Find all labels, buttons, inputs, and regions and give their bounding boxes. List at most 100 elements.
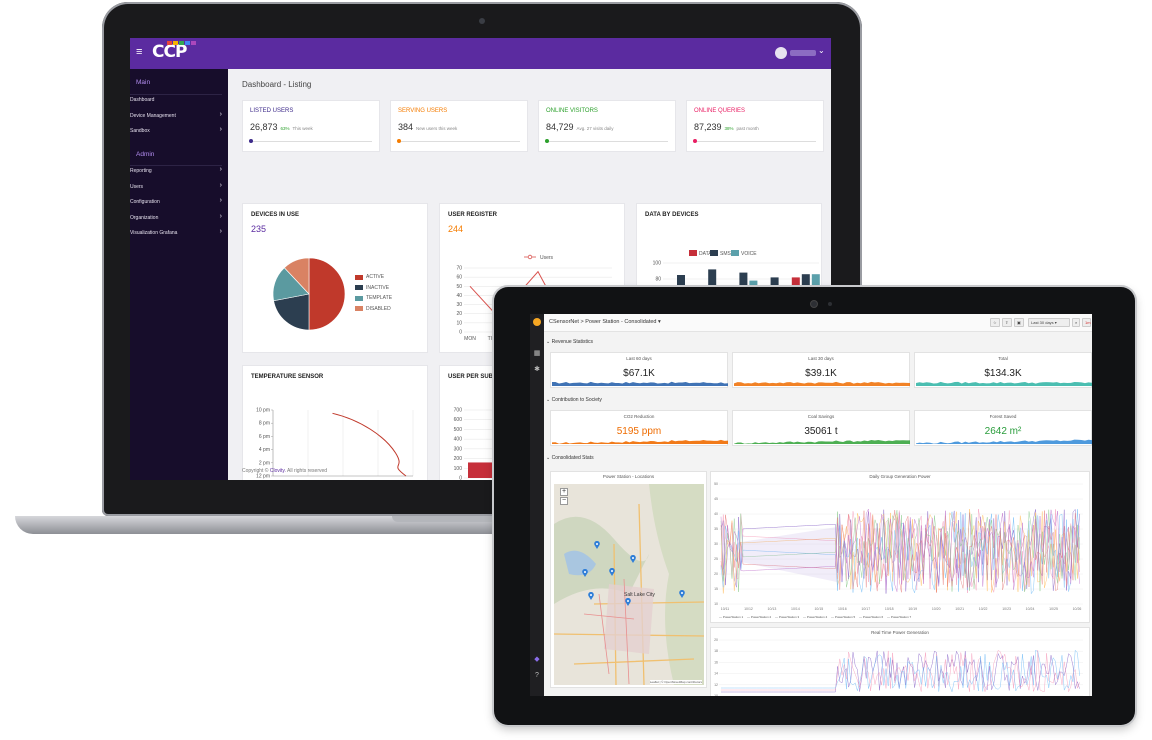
pin-shape — [679, 589, 685, 598]
sidebar-item-visualization-grafana[interactable]: Visualization Grafana › — [130, 228, 222, 236]
map-pin-icon[interactable] — [582, 564, 588, 577]
ccp-logo[interactable]: CCP — [152, 42, 187, 62]
temperature-sensor-card: TEMPERATURE SENSOR 10 pm 8 pm 6 pm 4 pm 2 pm… — [242, 365, 428, 480]
footer-company-link[interactable]: Clovity. — [269, 468, 286, 474]
pie-slice-active — [308, 257, 346, 331]
logo-dot — [185, 41, 190, 45]
laptop-camera — [479, 18, 485, 24]
kpi-value: 87,239 38% past month — [694, 122, 759, 132]
y-tick-label: 60 — [456, 275, 462, 281]
kpi-number: 384 — [398, 122, 414, 132]
sidebar: Main Dashboard Device Management › Sandbox ›… — [130, 69, 228, 480]
chevron-right-icon: › — [219, 126, 222, 133]
sidebar-item-device-management[interactable]: Device Management › — [130, 111, 222, 119]
y-tick-label: 35 — [714, 527, 718, 531]
laptop-notch — [392, 516, 502, 522]
map-pin-icon[interactable] — [630, 550, 636, 563]
time-range-picker[interactable]: Last 30 days ▾ — [1028, 318, 1070, 327]
kpi-progress-track — [398, 141, 520, 142]
tablet-camera — [810, 300, 818, 308]
row-title: Revenue Statistics — [551, 339, 594, 345]
save-icon[interactable]: ▣ — [1014, 318, 1024, 327]
share-icon[interactable]: ⇪ — [1002, 318, 1012, 327]
y-tick-label: 12 — [714, 683, 718, 687]
sidebar-item-dashboard[interactable]: Dashboard — [130, 97, 222, 103]
user-icon[interactable]: ◆ — [534, 656, 540, 663]
zoom-out-button[interactable]: − — [560, 497, 568, 505]
x-tick-label: 10/25 — [1049, 607, 1058, 611]
stat-value: $39.1K — [805, 368, 837, 379]
sidebar-item-organization[interactable]: Organization › — [130, 213, 222, 221]
kpi-card-online-queries: ONLINE QUERIES 87,239 38% past month — [686, 100, 824, 152]
sidebar-divider — [130, 94, 222, 95]
kpi-label: LISTED USERS — [250, 108, 294, 114]
stat-panel-last-60-days: Last 60 days $67.1K — [550, 352, 728, 388]
row-contribution[interactable]: ⌄ Contribution to Society — [546, 397, 602, 403]
chevron-down-icon[interactable]: ⌄ — [818, 46, 825, 55]
sidebar-section-admin: Admin — [136, 151, 155, 158]
pin-shape — [594, 540, 600, 549]
stat-panel-co2-reduction: CO2 Reduction 5195 ppm — [550, 410, 728, 446]
series-line — [721, 649, 1080, 693]
kpi-progress-track — [694, 141, 816, 142]
y-tick-label: 0 — [459, 476, 462, 481]
y-tick-label: 4 pm — [259, 447, 270, 453]
kpi-value: 84,729 Avg. 27 visits daily — [546, 122, 613, 132]
kpi-number: 84,729 — [546, 122, 574, 132]
y-tick-label: 10 — [456, 320, 462, 326]
legend-item-active: ACTIVE — [355, 274, 384, 280]
map-terrain — [554, 484, 704, 685]
gear-icon[interactable]: ✱ — [534, 366, 540, 373]
y-tick-label: 20 — [456, 311, 462, 317]
map-pin-icon[interactable] — [594, 536, 600, 549]
legend-label: ACTIVE — [366, 274, 385, 280]
zoom-out-icon[interactable]: ⌕ — [1072, 318, 1080, 327]
y-tick-label: 12 pm — [256, 474, 270, 480]
kpi-subtext: New users this week — [416, 126, 458, 131]
x-tick-label: 10/19 — [908, 607, 917, 611]
y-tick-label: 6 pm — [259, 434, 270, 440]
realtime-generation-panel: Real Time Power Generation 20 18 16 14 12 10 — [710, 627, 1090, 696]
sidebar-divider — [130, 165, 222, 166]
sidebar-item-users[interactable]: Users › — [130, 182, 222, 190]
x-tick-label: TUE — [488, 336, 499, 342]
sidebar-item-configuration[interactable]: Configuration › — [130, 197, 222, 205]
sidebar-item-reporting[interactable]: Reporting › — [130, 166, 222, 174]
map-pin-icon[interactable] — [679, 585, 685, 598]
legend-swatch — [355, 295, 363, 301]
avatar[interactable] — [775, 47, 787, 59]
legend-swatch — [355, 285, 363, 290]
sidebar-item-label: Sandbox — [130, 128, 150, 134]
grafana-logo-icon[interactable] — [533, 318, 541, 326]
map-attribution[interactable]: Leaflet | © OpenStreetMap contributors — [649, 680, 702, 684]
map-view[interactable]: + − Salt Lake City Leaflet | © OpenStree… — [554, 484, 704, 685]
help-icon[interactable]: ? — [535, 672, 539, 679]
y-tick-label: 40 — [714, 512, 718, 516]
map-pin-icon[interactable] — [625, 593, 631, 606]
refresh-interval[interactable]: 1m — [1082, 318, 1091, 327]
legend-label: — PowerStation 1 — [719, 615, 744, 619]
map-pin-icon[interactable] — [609, 563, 615, 576]
user-name-blurred[interactable] — [790, 50, 816, 56]
pie-slice-inactive — [273, 293, 310, 331]
legend-item-template: TEMPLATE — [355, 295, 392, 301]
pin-shape — [630, 554, 636, 563]
logo-color-dots — [167, 41, 196, 45]
stat-title: Last 30 days — [808, 356, 834, 361]
zoom-in-button[interactable]: + — [560, 488, 568, 496]
row-consolidated[interactable]: ⌄ Consolidated Stats — [546, 455, 594, 461]
kpi-progress-track — [250, 141, 372, 142]
breadcrumb[interactable]: CSensorNet > Power Station - Consolidate… — [549, 319, 661, 325]
stat-panel-last-30-days: Last 30 days $39.1K — [732, 352, 910, 388]
star-icon[interactable]: ☆ — [990, 318, 1000, 327]
hamburger-icon[interactable]: ≡ — [136, 46, 143, 58]
devices-count: 235 — [251, 224, 267, 234]
map-pin-icon[interactable] — [588, 587, 594, 600]
sidebar-item-sandbox[interactable]: Sandbox › — [130, 126, 222, 134]
y-tick-label: 14 — [714, 672, 718, 676]
stat-panel-forest-saved: Forest Saved 2642 m² — [914, 410, 1092, 446]
row-revenue[interactable]: ⌄ Revenue Statistics — [546, 339, 594, 345]
dashboards-icon[interactable]: ▦ — [533, 350, 541, 357]
